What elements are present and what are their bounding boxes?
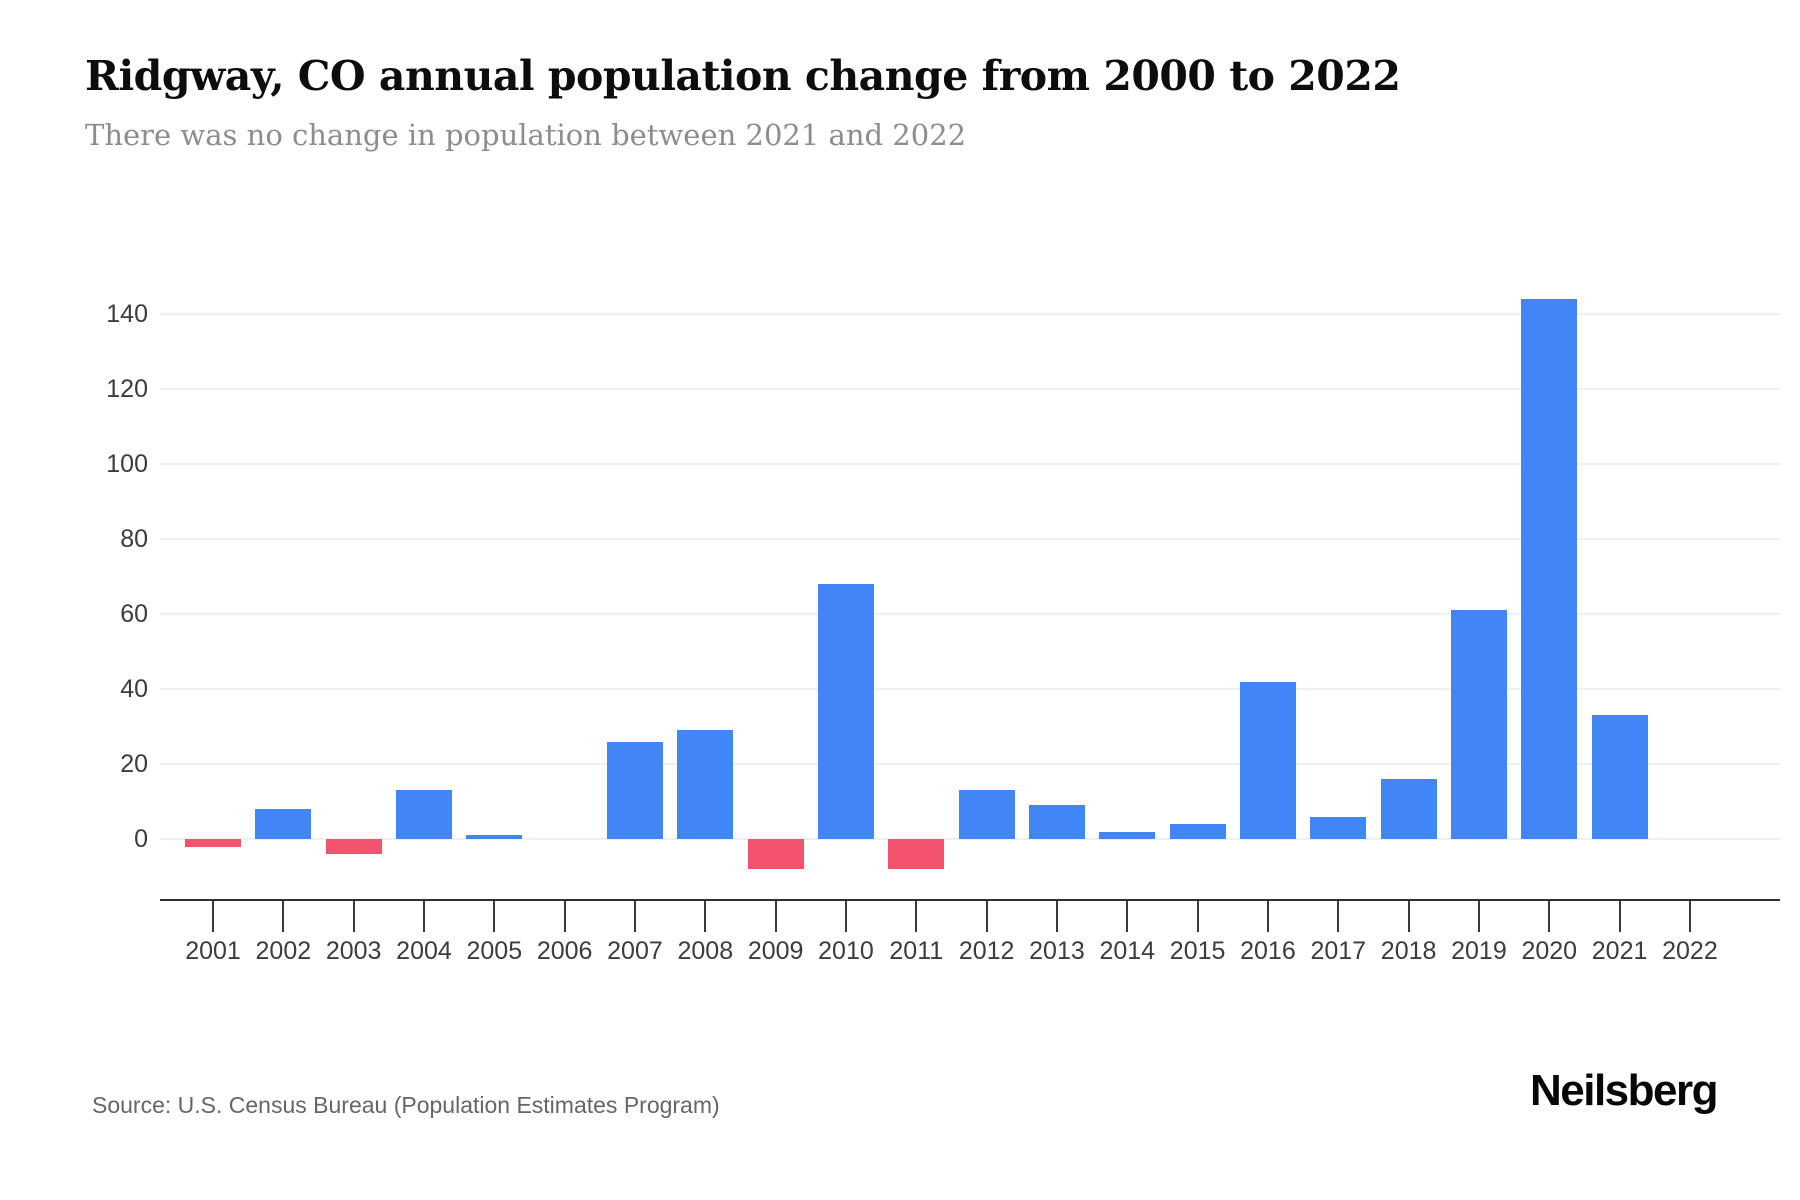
y-axis-tick-label-0: 0 [134,825,148,853]
y-axis-tick-label-60: 60 [120,600,148,628]
gridline-0 [160,838,1780,840]
x-axis-tick-2015 [1196,901,1199,932]
bar-2013[interactable] [1028,805,1085,839]
bar-2017[interactable] [1310,816,1367,839]
x-axis-tick-2004 [422,901,425,932]
bar-2018[interactable] [1380,779,1437,839]
bar-2003[interactable] [325,839,382,854]
bar-2020[interactable] [1521,299,1578,839]
bar-2008[interactable] [677,730,734,839]
x-axis-tick-2022 [1688,901,1691,932]
x-axis-tick-2006 [563,901,566,932]
x-axis-label-2013: 2013 [1029,937,1085,965]
x-axis-label-2012: 2012 [958,937,1015,965]
x-axis-label-2004: 2004 [396,937,452,965]
chart-title: Ridgway, CO annual population change fro… [85,52,1401,100]
bar-2012[interactable] [958,790,1015,839]
bar-2004[interactable] [395,790,452,839]
x-axis-tick-2002 [282,901,285,932]
x-axis-label-2007: 2007 [607,937,663,965]
x-axis-label-2011: 2011 [889,937,944,965]
gridline-20 [160,763,1780,765]
gridline-120 [160,388,1780,390]
x-axis-tick-2012 [985,901,988,932]
x-axis-label-2022: 2022 [1662,937,1718,965]
y-axis-tick-label-40: 40 [120,675,148,703]
y-axis-tick-label-20: 20 [120,750,148,778]
x-axis-tick-2016 [1266,901,1269,932]
y-axis-tick-label-140: 140 [106,300,148,328]
y-axis-tick-label-100: 100 [106,450,148,478]
x-axis-tick-2003 [352,901,355,932]
x-axis-label-2018: 2018 [1380,937,1437,965]
x-axis-tick-2014 [1126,901,1129,932]
x-axis-line [160,899,1780,901]
x-axis-tick-2020 [1548,901,1551,932]
bar-2015[interactable] [1169,824,1226,839]
x-axis-label-2014: 2014 [1099,937,1156,965]
x-axis-label-2015: 2015 [1169,937,1226,965]
x-axis-tick-2013 [1055,901,1058,932]
bar-2005[interactable] [466,835,523,839]
x-axis-label-2009: 2009 [747,937,804,965]
bar-2002[interactable] [255,809,312,839]
source-note: Source: U.S. Census Bureau (Population E… [92,1092,720,1118]
bar-2010[interactable] [817,584,874,839]
x-axis-label-2008: 2008 [677,937,734,965]
x-axis-label-2001: 2001 [185,937,241,965]
bar-2021[interactable] [1591,715,1648,839]
gridline-100 [160,463,1780,465]
x-axis-label-2006: 2006 [536,937,593,965]
bar-2019[interactable] [1450,610,1507,839]
y-axis-tick-label-80: 80 [120,525,148,553]
x-axis-label-2019: 2019 [1451,937,1507,965]
gridline-40 [160,688,1780,690]
gridline-60 [160,613,1780,615]
x-axis-label-2010: 2010 [818,937,874,965]
gridline-140 [160,313,1780,315]
gridline-80 [160,538,1780,540]
x-axis-label-2016: 2016 [1240,937,1296,965]
bar-2016[interactable] [1239,681,1296,839]
neilsberg-logo: Neilsberg [1529,1066,1719,1115]
x-axis-tick-2019 [1477,901,1480,932]
x-axis-tick-2007 [633,901,636,932]
x-axis-label-2017: 2017 [1310,937,1367,965]
bar-2007[interactable] [606,741,663,839]
x-axis-tick-2021 [1618,901,1621,932]
chart-subtitle: There was no change in population betwee… [85,118,967,152]
bar-2001[interactable] [185,839,241,847]
bar-2009[interactable] [747,839,804,869]
x-axis-tick-2009 [774,901,777,932]
bar-2011[interactable] [888,839,945,869]
x-axis-tick-2005 [493,901,496,932]
x-axis-label-2003: 2003 [325,937,382,965]
x-axis-tick-2010 [844,901,847,932]
x-axis-tick-2011 [915,901,918,932]
x-axis-tick-2018 [1407,901,1410,932]
x-axis-tick-2008 [704,901,707,932]
x-axis-label-2005: 2005 [466,937,523,965]
x-axis-label-2021: 2021 [1591,937,1648,965]
x-axis-tick-2001 [212,901,214,932]
x-axis-tick-2017 [1337,901,1340,932]
bar-2014[interactable] [1099,831,1156,839]
y-axis-tick-label-120: 120 [106,375,148,403]
x-axis-label-2002: 2002 [255,937,312,965]
x-axis-label-2020: 2020 [1521,937,1578,965]
